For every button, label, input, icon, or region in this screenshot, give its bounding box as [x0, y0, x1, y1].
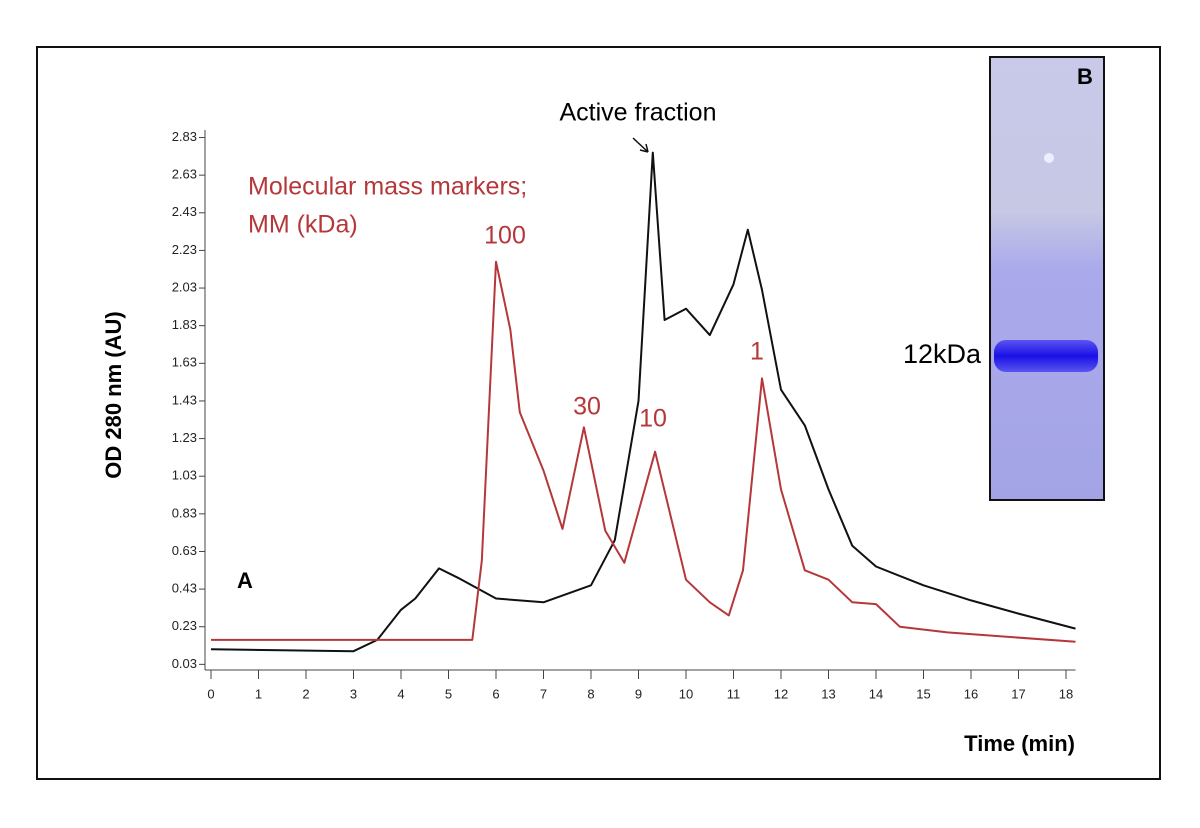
- y-axis-label: OD 280 nm (AU): [101, 311, 126, 478]
- gel-image: [989, 56, 1105, 501]
- y-tick-label: 0.83: [172, 505, 197, 520]
- annotation: MM (kDa): [248, 211, 358, 239]
- y-tick-label: 1.83: [172, 317, 197, 332]
- gel-label: 12kDa: [903, 339, 982, 369]
- x-tick-label: 16: [964, 686, 978, 701]
- annotation: 100: [484, 222, 526, 250]
- arrow: [632, 137, 649, 153]
- y-tick-label: 2.43: [172, 204, 197, 219]
- x-tick-label: 18: [1059, 686, 1073, 701]
- x-tick-label: 14: [869, 686, 883, 701]
- y-tick-label: 1.23: [172, 430, 197, 445]
- x-tick-label: 1: [255, 686, 262, 701]
- annotation: 10: [639, 405, 667, 433]
- x-tick-label: 17: [1011, 686, 1025, 701]
- plot: 0.03 0.23 0.43 0.63 0.83 1.03 1.23 1.43 1.63 1.83…: [172, 129, 1076, 701]
- x-tick-label: 6: [492, 686, 499, 701]
- x-tick-label: 3: [350, 686, 357, 701]
- panel-label: A: [237, 568, 253, 593]
- y-tick-label: 1.63: [172, 355, 197, 370]
- x-tick-label: 15: [916, 686, 930, 701]
- annotation: Active fraction: [559, 99, 716, 127]
- y-tick-label: 2.23: [172, 242, 197, 257]
- y-tick-label: 0.43: [172, 581, 197, 596]
- x-tick-label: 5: [445, 686, 452, 701]
- panel-label: B: [1077, 64, 1093, 89]
- annotation: 1: [750, 338, 764, 366]
- x-tick-label: 9: [635, 686, 642, 701]
- x-axis-label: Time (min): [964, 731, 1075, 756]
- frame: [36, 46, 1161, 780]
- line-series: [210, 151, 1076, 653]
- y-tick-label: 0.23: [172, 618, 197, 633]
- annotation: Molecular mass markers;: [248, 173, 527, 201]
- y-tick-label: 1.43: [172, 392, 197, 407]
- x-tick-label: 8: [587, 686, 594, 701]
- gel-band: [994, 340, 1098, 372]
- y-tick-label: 2.63: [172, 167, 197, 182]
- x-tick-label: 2: [302, 686, 309, 701]
- x-tick-label: 4: [397, 686, 404, 701]
- x-tick-label: 11: [727, 686, 741, 701]
- x-tick-label: 10: [679, 686, 693, 701]
- line-series: [211, 260, 1076, 643]
- y-tick-label: 2.03: [172, 279, 197, 294]
- y-tick-label: 0.63: [172, 543, 197, 558]
- x-tick-label: 0: [207, 686, 214, 701]
- x-tick-label: 12: [774, 686, 788, 701]
- y-tick-label: 2.83: [172, 129, 197, 144]
- gel-spot: [1044, 153, 1054, 163]
- y-tick-label: 0.03: [172, 656, 197, 671]
- x-tick-label: 7: [540, 686, 547, 701]
- x-tick-label: 13: [821, 686, 835, 701]
- annotation: 30: [573, 393, 601, 421]
- y-tick-label: 1.03: [172, 468, 197, 483]
